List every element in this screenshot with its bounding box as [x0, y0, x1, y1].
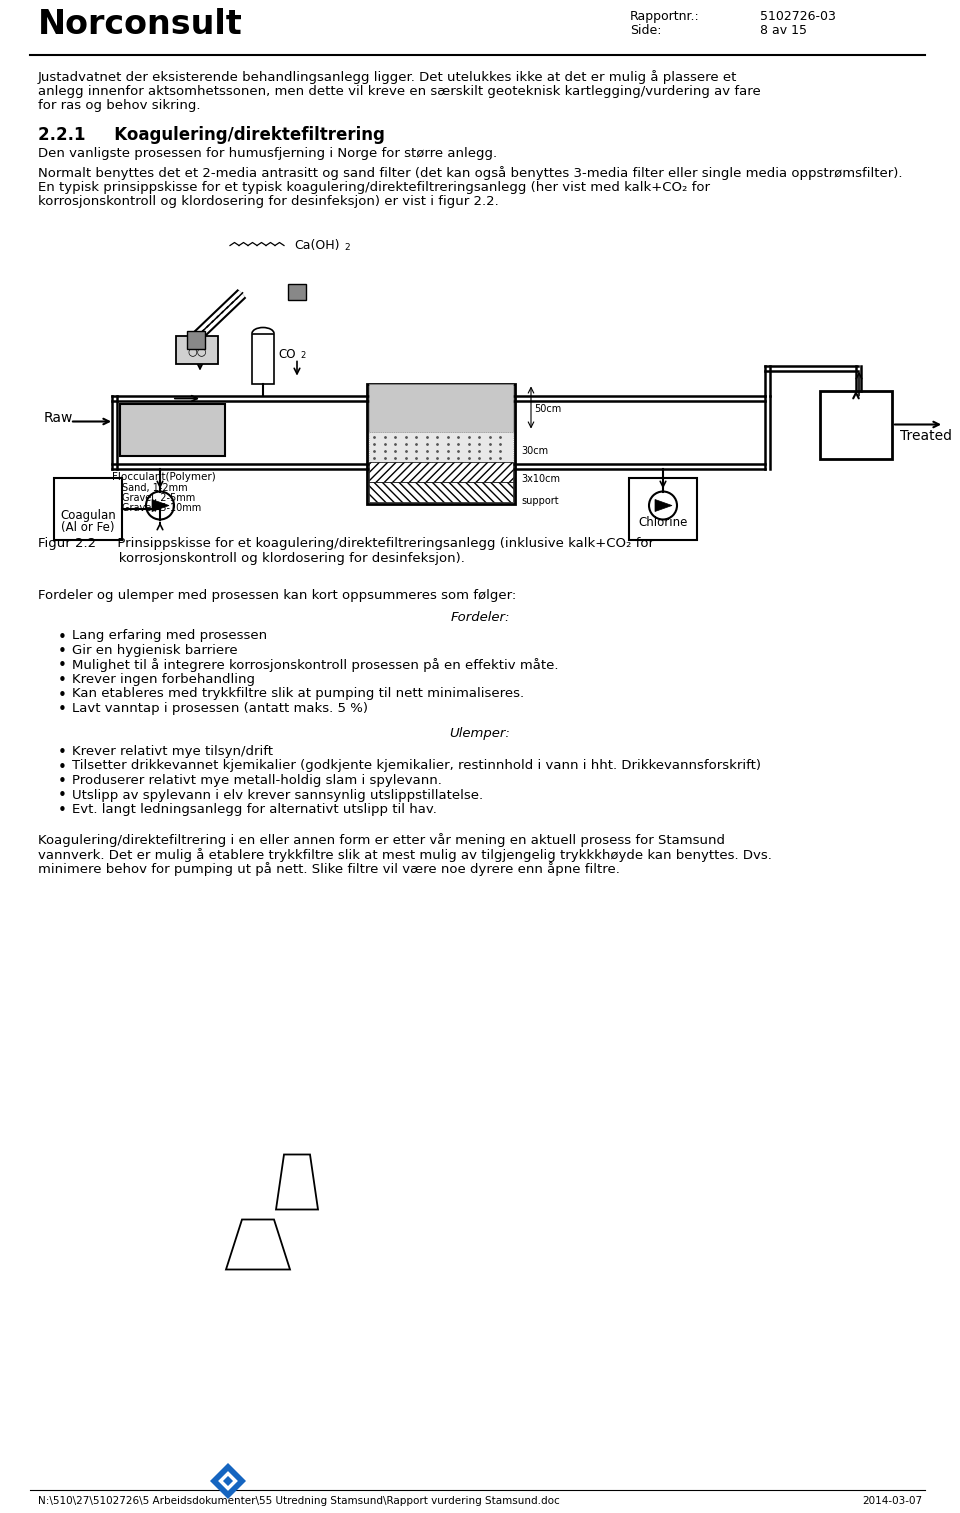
Text: 2014-03-07: 2014-03-07: [862, 1496, 922, 1505]
Text: Produserer relativt mye metall-holdig slam i spylevann.: Produserer relativt mye metall-holdig sl…: [72, 775, 442, 787]
Text: Side:: Side:: [630, 24, 661, 36]
Text: Den vanligste prosessen for humusfjerning i Norge for større anlegg.: Den vanligste prosessen for humusfjernin…: [38, 147, 497, 160]
Text: ○○: ○○: [187, 346, 206, 357]
Text: Sand, d₆₀=0.6mm: Sand, d₆₀=0.6mm: [371, 445, 459, 455]
Text: Raw: Raw: [44, 412, 73, 425]
Text: vannverk. Det er mulig å etablere trykkfiltre slik at mest mulig av tilgjengelig: vannverk. Det er mulig å etablere trykkf…: [38, 847, 772, 862]
Text: korrosjonskontroll og klordosering for desinfeksjon).: korrosjonskontroll og klordosering for d…: [38, 552, 465, 564]
Text: •: •: [58, 744, 67, 760]
Text: Krever relativt mye tilsyn/drift: Krever relativt mye tilsyn/drift: [72, 744, 273, 758]
Bar: [120, 404, 225, 455]
Text: Koagulering/direktefiltrering i en eller annen form er etter vår mening en aktue: Koagulering/direktefiltrering i en eller…: [38, 834, 725, 847]
Text: Kan etableres med trykkfiltre slik at pumping til nett minimaliseres.: Kan etableres med trykkfiltre slik at pu…: [72, 687, 524, 701]
Text: Fordeler og ulemper med prosessen kan kort oppsummeres som følger:: Fordeler og ulemper med prosessen kan ko…: [38, 589, 516, 602]
Text: •: •: [58, 803, 67, 819]
Text: •: •: [58, 702, 67, 717]
Text: 2.2.1     Koagulering/direktefiltrering: 2.2.1 Koagulering/direktefiltrering: [38, 126, 385, 144]
Bar: [369, 383, 513, 431]
Text: Flocculant(Polymer): Flocculant(Polymer): [112, 472, 216, 481]
Text: 3x10cm: 3x10cm: [521, 474, 560, 484]
Text: Lang erfaring med prosessen: Lang erfaring med prosessen: [72, 629, 267, 643]
Text: 2: 2: [344, 244, 349, 253]
Text: •: •: [58, 645, 67, 660]
Text: 5102726-03: 5102726-03: [760, 11, 836, 23]
Text: 2: 2: [300, 351, 305, 360]
Text: korrosjonskontroll og klordosering for desinfeksjon) er vist i figur 2.2.: korrosjonskontroll og klordosering for d…: [38, 195, 499, 207]
Polygon shape: [152, 499, 169, 511]
Text: Fordeler:: Fordeler:: [450, 611, 510, 623]
Text: 8 av 15: 8 av 15: [760, 24, 807, 36]
Text: Anthracite, d₆₀=1.5mm: Anthracite, d₆₀=1.5mm: [371, 405, 485, 416]
Text: Krever ingen forbehandling: Krever ingen forbehandling: [72, 673, 255, 685]
Text: •: •: [58, 687, 67, 702]
Text: Tilsetter drikkevannet kjemikalier (godkjente kjemikalier, restinnhold i vann i : Tilsetter drikkevannet kjemikalier (godk…: [72, 760, 761, 773]
Text: En typisk prinsippskisse for et typisk koagulering/direktefiltreringsanlegg (her: En typisk prinsippskisse for et typisk k…: [38, 180, 710, 194]
Text: for ras og behov sikring.: for ras og behov sikring.: [38, 98, 201, 112]
Text: Utslipp av spylevann i elv krever sannsynlig utslippstillatelse.: Utslipp av spylevann i elv krever sannsy…: [72, 788, 483, 802]
Text: Normalt benyttes det et 2-media antrasitt og sand filter (det kan også benyttes : Normalt benyttes det et 2-media antrasit…: [38, 166, 902, 180]
Text: Sand, 1-2mm: Sand, 1-2mm: [122, 484, 187, 493]
Bar: [369, 431, 513, 461]
Bar: [369, 481, 513, 501]
Text: (Al or Fe): (Al or Fe): [61, 522, 115, 534]
Text: Lavt vanntap i prosessen (antatt maks. 5 %): Lavt vanntap i prosessen (antatt maks. 5…: [72, 702, 368, 716]
Bar: [54, 478, 122, 540]
Text: minimere behov for pumping ut på nett. Slike filtre vil være noe dyrere enn åpne: minimere behov for pumping ut på nett. S…: [38, 862, 620, 876]
Text: 50cm: 50cm: [534, 404, 562, 413]
Text: CO: CO: [278, 348, 296, 360]
Text: •: •: [58, 760, 67, 775]
Polygon shape: [655, 499, 672, 511]
Bar: [176, 336, 218, 363]
Text: •: •: [58, 629, 67, 645]
Text: Treated: Treated: [900, 430, 952, 443]
Text: Ulemper:: Ulemper:: [449, 726, 511, 740]
Text: Chlorine: Chlorine: [638, 516, 687, 528]
Text: Evt. langt ledningsanlegg for alternativt utslipp til hav.: Evt. langt ledningsanlegg for alternativ…: [72, 803, 437, 816]
Text: •: •: [58, 775, 67, 788]
Bar: [629, 478, 697, 540]
Text: Gir en hygienisk barriere: Gir en hygienisk barriere: [72, 645, 238, 657]
Text: •: •: [58, 788, 67, 803]
Polygon shape: [223, 1477, 233, 1486]
Text: Rapportnr.:: Rapportnr.:: [630, 11, 700, 23]
Bar: [369, 461, 513, 481]
Text: Gravel, 2-5mm: Gravel, 2-5mm: [122, 493, 195, 504]
Text: N:\510\27\5102726\5 Arbeidsdokumenter\55 Utredning Stamsund\Rapport vurdering St: N:\510\27\5102726\5 Arbeidsdokumenter\55…: [38, 1496, 560, 1505]
Text: Figur 2.2     Prinsippskisse for et koagulering/direktefiltreringsanlegg (inklus: Figur 2.2 Prinsippskisse for et koaguler…: [38, 537, 654, 551]
Bar: [187, 330, 205, 348]
Polygon shape: [218, 1471, 238, 1490]
Text: 30cm: 30cm: [521, 445, 548, 455]
Text: Gravel, 5-10mm: Gravel, 5-10mm: [122, 504, 202, 513]
Text: Justadvatnet der eksisterende behandlingsanlegg ligger. Det utelukkes ikke at de: Justadvatnet der eksisterende behandling…: [38, 70, 737, 83]
Text: anlegg innenfor aktsomhetssonen, men dette vil kreve en særskilt geoteknisk kart: anlegg innenfor aktsomhetssonen, men det…: [38, 85, 760, 97]
Bar: [252, 333, 274, 383]
Text: Norconsult: Norconsult: [38, 8, 243, 41]
Text: •: •: [58, 673, 67, 688]
Bar: [367, 383, 515, 504]
Text: Ca(OH): Ca(OH): [294, 239, 340, 253]
Bar: [820, 390, 892, 458]
Text: Mulighet til å integrere korrosjonskontroll prosessen på en effektiv måte.: Mulighet til å integrere korrosjonskontr…: [72, 658, 559, 672]
Text: •: •: [58, 658, 67, 673]
Polygon shape: [210, 1463, 246, 1499]
Bar: [288, 283, 306, 300]
Text: support: support: [521, 495, 559, 505]
Text: Coagulan: Coagulan: [60, 510, 116, 522]
